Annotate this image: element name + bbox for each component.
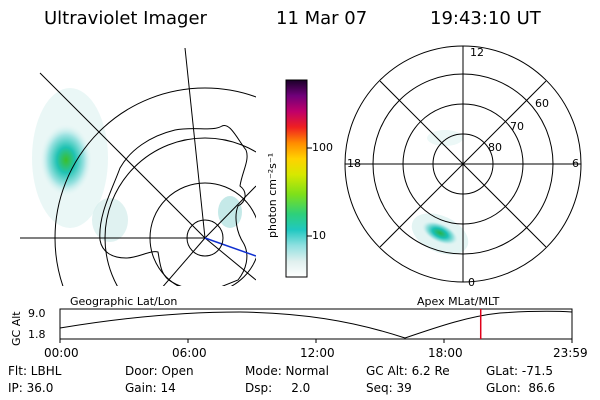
filter-status: Flt: LBHL [8,364,62,378]
door-status: Door: Open [125,364,194,378]
time-tick: 18:00 [428,346,463,360]
lat-label-80: 80 [488,141,502,154]
ground-track [204,237,256,257]
seq-status: Seq: 39 [366,381,412,395]
gc-alt-status: GC Alt: 6.2 Re [366,364,450,378]
dsp-status: Dsp: 2.0 [245,381,311,395]
instrument-title: Ultraviolet Imager [44,8,207,29]
altitude-ylabel: GC Alt [10,311,23,346]
mlt-label-0: 0 [468,276,475,289]
colorbar [285,79,308,278]
glon-status: GLon: 86.6 [486,381,556,395]
lat-label-60: 60 [535,97,549,110]
colorbar-unit-label: photon cm⁻²s⁻¹ [266,152,279,238]
aurora-region-right [421,220,459,246]
aurora-region-left [40,124,92,196]
time-tick: 06:00 [172,346,207,360]
time-label: 19:43:10 UT [430,8,541,29]
altitude-ymax: 9.0 [28,307,46,320]
time-tick: 12:00 [300,346,335,360]
altitude-plot [59,308,573,343]
geographic-caption: Geographic Lat/Lon [70,295,178,308]
polar-plot [344,45,582,283]
ip-status: IP: 36.0 [8,381,54,395]
colorbar-tick-label: 10 [312,229,326,242]
lat-label-70: 70 [510,120,524,133]
mode-status: Mode: Normal [245,364,329,378]
gain-status: Gain: 14 [125,381,176,395]
colorbar-tick-label: 100 [312,141,333,154]
altitude-ymin: 1.8 [28,328,46,341]
altitude-curve [59,310,573,339]
time-tick: 23:59 [553,346,588,360]
geographic-map [20,48,256,286]
mlt-label-6: 6 [572,157,579,170]
mlt-label-18: 18 [347,157,361,170]
coastline [99,124,248,286]
date-label: 11 Mar 07 [276,8,368,29]
mlt-label-12: 12 [470,46,484,59]
time-tick: 00:00 [44,346,79,360]
apex-caption: Apex MLat/MLT [417,295,500,308]
glat-status: GLat: -71.5 [486,364,553,378]
